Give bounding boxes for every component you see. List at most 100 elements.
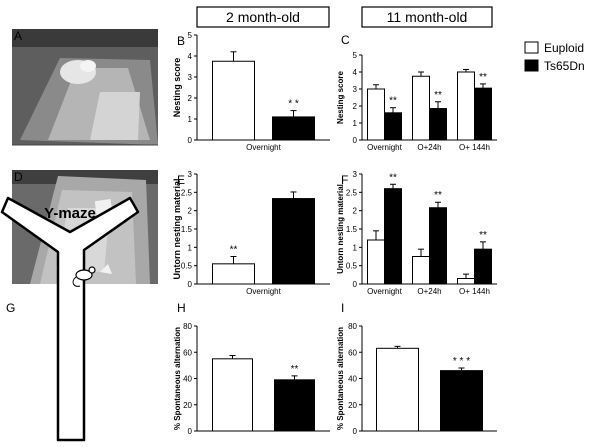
category-label: O+24h: [417, 287, 441, 296]
panel-letter-b: B: [177, 34, 185, 48]
y-tick-label: 3: [188, 170, 193, 179]
legend-label-ts65dn: Ts65Dn: [544, 59, 585, 73]
y-tick-label: 80: [348, 322, 357, 331]
panel-letter-c: C: [341, 33, 350, 47]
header-11-month-label: 11 month-old: [387, 9, 468, 25]
y-tick-label: 0: [188, 427, 193, 436]
bar-ts65dn-all: [440, 370, 483, 432]
bar-euploid-overnight: [367, 239, 385, 285]
photo-a-nest-overnight: [12, 29, 158, 146]
category-label: Overnight: [367, 287, 402, 296]
significance-marker: **: [434, 90, 442, 101]
panel-letter-h: H: [177, 301, 186, 315]
bar-euploid-overnight: [212, 60, 255, 141]
charts-layer: 0 1 2 3 4 5 Nesting score Overnight * * 0 1 2 3 4 5 Nes…: [172, 31, 497, 436]
y-tick-label: 0: [188, 280, 193, 289]
y-tick-label: 3: [353, 170, 358, 179]
bar-ts65dn-o-144h: [474, 248, 492, 285]
y-tick-label: 1: [353, 243, 358, 252]
significance-marker: **: [389, 172, 397, 183]
y-tick-label: 0: [188, 136, 193, 145]
significance-marker: **: [389, 96, 397, 107]
y-axis-label: Nesting score: [336, 70, 345, 123]
significance-marker: * *: [288, 99, 299, 110]
y-axis-label: Untorn nesting material: [336, 184, 345, 274]
significance-marker: **: [479, 230, 487, 241]
y-tick-label: 2: [188, 94, 193, 103]
legend-swatch-euploid: [524, 41, 539, 54]
chart-e: 0 0.5 1 1.5 2 2.5 3 Untorn nesting material Over…: [172, 170, 330, 296]
y-tick-label: 2.5: [346, 188, 358, 197]
significance-marker: **: [479, 72, 487, 83]
y-axis-label: Nesting score: [172, 58, 182, 118]
y-tick-label: 20: [183, 401, 192, 410]
panel-letter-g: G: [6, 301, 15, 315]
chart-f: 0 0.5 1 1.5 2 2.5 3 Untorn nesting material Over…: [336, 170, 497, 296]
y-tick-label: 2.5: [181, 188, 193, 197]
significance-marker: **: [291, 364, 299, 375]
category-label: Overnight: [367, 143, 402, 152]
significance-marker: * * *: [453, 356, 470, 367]
y-tick-label: 0.5: [346, 262, 358, 271]
bar-euploid-all: [376, 347, 419, 432]
y-tick-label: 5: [188, 31, 193, 40]
y-axis-label: % Spontaneous alternation: [173, 327, 182, 430]
chart-b: 0 1 2 3 4 5 Nesting score Overnight * *: [172, 31, 330, 152]
y-tick-label: 0: [353, 427, 358, 436]
y-tick-label: 1.5: [181, 225, 193, 234]
y-tick-label: 4: [353, 68, 358, 77]
header-11-month: 11 month-old: [361, 6, 493, 28]
bar-euploid-o-144h: [457, 278, 475, 285]
y-tick-label: 1.5: [346, 225, 358, 234]
category-label: Overnight: [246, 143, 281, 152]
bar-ts65dn-overnight: [384, 188, 402, 285]
y-tick-label: 1: [353, 119, 358, 128]
bar-euploid-all: [212, 358, 253, 432]
legend: Euploid Ts65Dn: [524, 41, 585, 73]
y-tick-label: 5: [353, 51, 358, 60]
bar-ts65dn-all: [274, 379, 315, 432]
y-axis-label: % Spontaneous alternation: [336, 327, 345, 430]
category-label: O+ 144h: [459, 143, 490, 152]
y-tick-label: 3: [188, 73, 193, 82]
y-tick-label: 0.5: [181, 262, 193, 271]
panel-letter-i: I: [341, 301, 344, 315]
y-tick-label: 3: [353, 85, 358, 94]
y-tick-label: 0: [353, 280, 358, 289]
y-tick-label: 1: [188, 243, 193, 252]
y-tick-label: 2: [353, 207, 358, 216]
panel-letter-f: F: [341, 173, 348, 187]
legend-label-euploid: Euploid: [544, 41, 584, 55]
chart-i: 0 20 40 60 80% Spontaneous alternation * * *: [336, 322, 497, 436]
bar-ts65dn-overnight: [384, 112, 402, 141]
y-maze-diagram: Y-maze: [0, 196, 140, 442]
y-tick-label: 60: [348, 348, 357, 357]
y-tick-label: 2: [353, 102, 358, 111]
y-axis-label: Untorn nesting material: [172, 178, 182, 279]
bar-ts65dn-o-24h: [429, 207, 447, 285]
y-tick-label: 4: [188, 52, 193, 61]
y-tick-label: 1: [188, 115, 193, 124]
panel-letter-d: D: [14, 170, 23, 184]
y-maze-outline: [0, 196, 140, 442]
panel-letter-a: A: [14, 29, 22, 43]
bar-euploid-o-144h: [457, 71, 475, 141]
y-tick-label: 20: [348, 401, 357, 410]
bar-ts65dn-o-24h: [429, 108, 447, 141]
bar-ts65dn-o-144h: [474, 87, 492, 141]
bar-ts65dn-overnight: [272, 198, 315, 285]
y-tick-label: 40: [348, 375, 357, 384]
category-label: O+ 144h: [459, 287, 490, 296]
significance-marker: **: [434, 190, 442, 201]
category-label: O+24h: [417, 143, 441, 152]
mouse-icon: [72, 266, 96, 287]
panel-letter-e: E: [177, 173, 185, 187]
chart-c: 0 1 2 3 4 5 Nesting score Overnight O+24h O+ 144h…: [336, 51, 497, 152]
header-2-month-label: 2 month-old: [226, 9, 300, 25]
category-label: Overnight: [246, 287, 281, 296]
significance-marker: **: [230, 245, 238, 256]
y-maze-title: Y-maze: [44, 205, 96, 222]
bar-euploid-overnight: [367, 88, 385, 141]
legend-swatch-ts65dn: [524, 59, 539, 72]
